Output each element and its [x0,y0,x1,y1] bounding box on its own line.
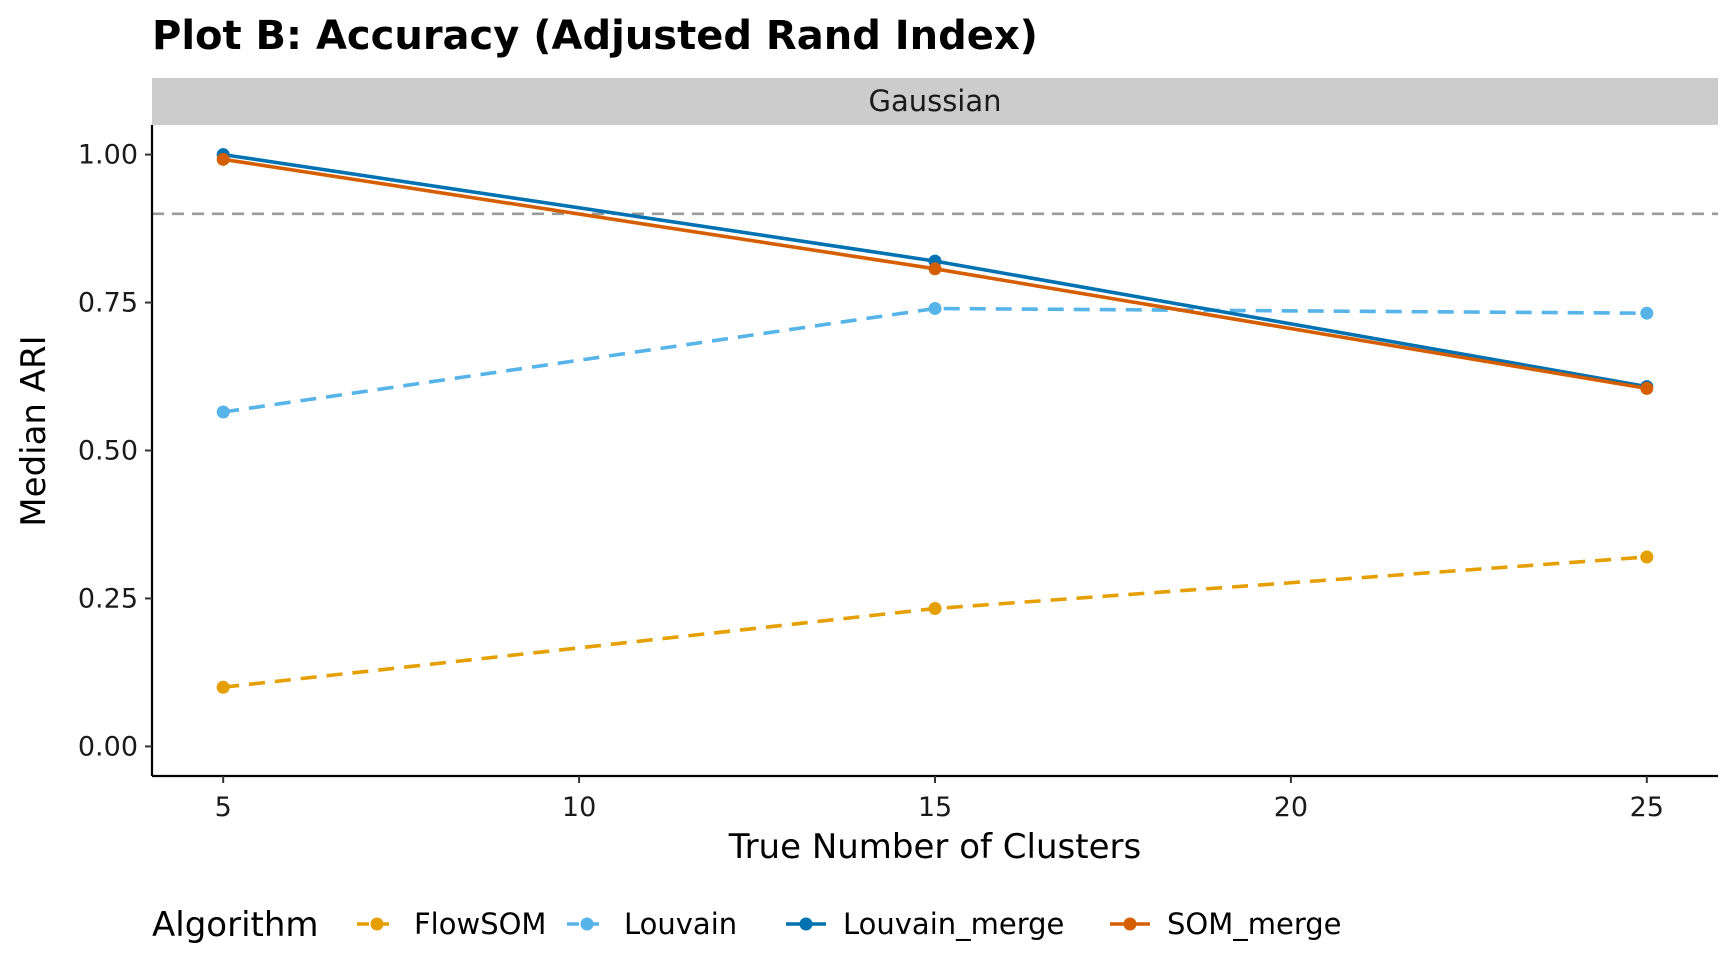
x-axis-title: True Number of Clusters [728,827,1141,867]
data-point-louvain-5 [216,405,230,419]
legend-key-point-louvain-merge [799,917,813,931]
y-tick-label: 0.00 [78,731,138,762]
x-tick-label: 5 [215,792,232,823]
y-axis-title: Median ARI [14,335,54,526]
series-line-louvain [222,306,1647,414]
chart-title: Plot B: Accuracy (Adjusted Rand Index) [152,13,1038,59]
legend: Algorithm FlowSOM Louvain Louvain_merge SOM… [152,905,1342,945]
legend-key-point-som-merge [1123,917,1137,931]
x-tick-label: 15 [918,792,952,823]
legend-label-flowsom: FlowSOM [414,907,546,941]
y-tick-label: 1.00 [78,140,138,171]
x-tick-label: 10 [562,792,596,823]
data-point-som-merge-5 [216,152,230,166]
data-point-louvain-25 [1640,306,1654,320]
x-tick-label: 25 [1630,792,1664,823]
legend-key-point-louvain [580,917,594,931]
y-tick-label: 0.50 [78,436,138,467]
facet-strip [152,78,1718,125]
legend-title: Algorithm [152,905,319,945]
data-point-flowsom-5 [216,680,230,694]
data-point-louvain-15 [928,301,942,315]
legend-label-louvain-merge: Louvain_merge [843,907,1064,941]
y-tick-label: 0.75 [78,288,138,319]
plot-area [152,148,1718,694]
data-point-som-merge-25 [1640,381,1654,395]
data-point-som-merge-15 [928,262,942,276]
data-point-flowsom-15 [928,602,942,616]
legend-key-point-flowsom [370,917,384,931]
series-line-flowsom [223,555,1647,689]
y-tick-label: 0.25 [78,583,138,614]
legend-label-som-merge: SOM_merge [1167,907,1342,941]
axes: 0.00 0.25 0.50 0.75 1.00 5 10 15 20 25 [78,125,1718,823]
legend-label-louvain: Louvain [624,907,737,941]
x-tick-label: 20 [1274,792,1308,823]
facet-strip-label: Gaussian [868,84,1001,118]
data-point-flowsom-25 [1640,550,1654,564]
